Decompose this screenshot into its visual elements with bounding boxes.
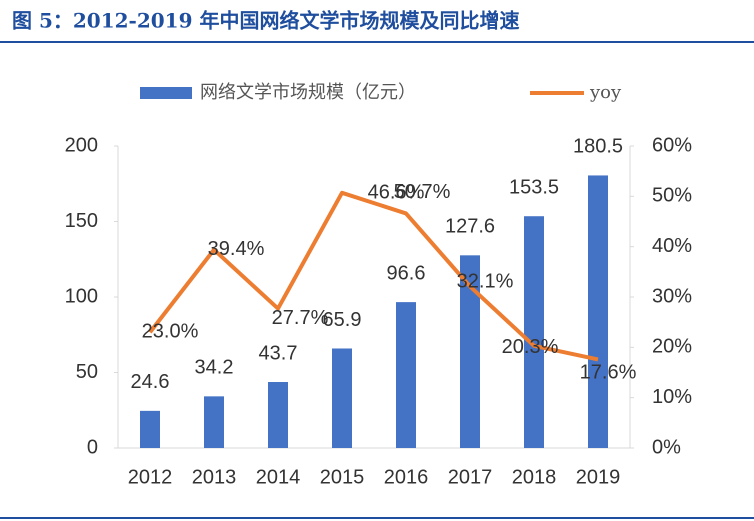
y2-tick-label: 10% (652, 386, 692, 408)
bar (524, 216, 544, 448)
y2-tick-label: 20% (652, 336, 692, 358)
bar-value-label: 180.5 (573, 136, 623, 158)
x-tick-label: 2018 (512, 466, 557, 488)
bar (460, 255, 480, 448)
x-tick-label: 2015 (320, 466, 365, 488)
bar (268, 382, 288, 448)
bar (140, 410, 160, 448)
bar (332, 348, 352, 448)
x-tick-label: 2017 (448, 466, 493, 488)
y2-tick-label: 0% (652, 436, 681, 458)
line-value-label: 20.3% (502, 336, 559, 358)
line-value-label: 39.4% (208, 238, 265, 260)
bar-value-label: 96.6 (387, 262, 426, 284)
line-value-label: 32.1% (457, 271, 514, 293)
x-tick-label: 2012 (128, 466, 173, 488)
line-value-label: 27.7% (272, 307, 329, 329)
line-value-label: 23.0% (142, 321, 199, 343)
bar-value-label: 127.6 (445, 216, 495, 238)
y-tick-label: 100 (65, 285, 98, 307)
bar-value-label: 34.2 (195, 357, 234, 379)
bar-value-label: 43.7 (259, 342, 298, 364)
legend-swatch (140, 87, 192, 99)
y2-tick-label: 30% (652, 285, 692, 307)
y2-tick-label: 40% (652, 235, 692, 257)
line (148, 190, 599, 362)
bar (588, 175, 608, 448)
y2-tick-label: 60% (652, 134, 692, 156)
bar-value-label: 153.5 (509, 176, 559, 198)
y-tick-label: 150 (65, 210, 98, 232)
x-tick-label: 2013 (192, 466, 237, 488)
x-tick-label: 2019 (576, 466, 621, 488)
y-tick-label: 0 (87, 436, 98, 458)
y-tick-label: 200 (65, 134, 98, 156)
bar-value-label: 24.6 (131, 371, 170, 393)
y2-tick-label: 50% (652, 185, 692, 207)
bar (204, 396, 224, 448)
line-value-label: 46.6% (368, 182, 425, 204)
chart-title: 图 5：2012-2019 年中国网络文学市场规模及同比增速 (12, 9, 519, 33)
x-tick-label: 2014 (256, 466, 301, 488)
bar (396, 302, 416, 448)
y-tick-label: 50 (76, 361, 98, 383)
legend-label: yoy (589, 82, 622, 103)
bar-value-label: 65.9 (323, 309, 362, 331)
legend-label: 网络文学市场规模（亿元） (200, 82, 416, 103)
line-value-label: 50.7% (394, 181, 451, 203)
line-value-label: 17.6% (580, 362, 637, 384)
x-tick-label: 2016 (384, 466, 429, 488)
